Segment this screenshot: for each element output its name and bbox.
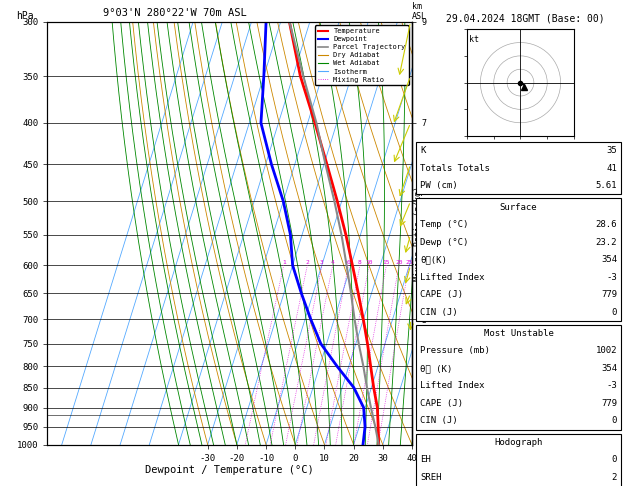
Text: 6: 6	[347, 260, 350, 265]
Text: 1: 1	[282, 260, 286, 265]
Text: Pressure (mb): Pressure (mb)	[420, 347, 490, 355]
Text: CAPE (J): CAPE (J)	[420, 399, 463, 408]
Text: km
ASL: km ASL	[412, 2, 427, 21]
Text: 41: 41	[606, 164, 617, 173]
X-axis label: Dewpoint / Temperature (°C): Dewpoint / Temperature (°C)	[145, 466, 314, 475]
Text: 2: 2	[306, 260, 309, 265]
Text: K: K	[420, 146, 426, 155]
Text: Dewp (°C): Dewp (°C)	[420, 238, 469, 246]
Text: Totals Totals: Totals Totals	[420, 164, 490, 173]
Text: kt: kt	[469, 35, 479, 44]
Text: Mixing Ratio (g/kg): Mixing Ratio (g/kg)	[414, 186, 423, 281]
Text: -3: -3	[606, 273, 617, 281]
Text: 354: 354	[601, 255, 617, 264]
Text: 23.2: 23.2	[596, 238, 617, 246]
Text: -3: -3	[606, 382, 617, 390]
Legend: Temperature, Dewpoint, Parcel Trajectory, Dry Adiabat, Wet Adiabat, Isotherm, Mi: Temperature, Dewpoint, Parcel Trajectory…	[314, 25, 408, 86]
Text: 28.6: 28.6	[596, 220, 617, 229]
Text: 354: 354	[601, 364, 617, 373]
Text: 779: 779	[601, 399, 617, 408]
Text: Lifted Index: Lifted Index	[420, 382, 485, 390]
Text: 1002: 1002	[596, 347, 617, 355]
Text: 4: 4	[331, 260, 335, 265]
Text: 0: 0	[611, 455, 617, 464]
Text: 25: 25	[405, 260, 413, 265]
Text: EH: EH	[420, 455, 431, 464]
Text: hPa: hPa	[16, 11, 34, 21]
Text: 0: 0	[611, 417, 617, 425]
Text: 2: 2	[611, 473, 617, 482]
Text: 9°03'N 280°22'W 70m ASL: 9°03'N 280°22'W 70m ASL	[103, 8, 247, 18]
Text: Most Unstable: Most Unstable	[484, 329, 554, 338]
Text: Temp (°C): Temp (°C)	[420, 220, 469, 229]
Text: PW (cm): PW (cm)	[420, 181, 458, 190]
Text: 35: 35	[606, 146, 617, 155]
Text: 20: 20	[395, 260, 403, 265]
Text: 15: 15	[382, 260, 390, 265]
Text: 8: 8	[358, 260, 362, 265]
Text: SREH: SREH	[420, 473, 442, 482]
Text: Hodograph: Hodograph	[494, 438, 543, 447]
Text: CIN (J): CIN (J)	[420, 417, 458, 425]
Text: 0: 0	[611, 308, 617, 316]
Text: Surface: Surface	[500, 203, 537, 211]
Text: 3: 3	[320, 260, 324, 265]
Text: 779: 779	[601, 290, 617, 299]
Text: 10: 10	[365, 260, 373, 265]
Text: θᴄ(K): θᴄ(K)	[420, 255, 447, 264]
Text: 5.61: 5.61	[596, 181, 617, 190]
Text: CIN (J): CIN (J)	[420, 308, 458, 316]
Text: 29.04.2024 18GMT (Base: 00): 29.04.2024 18GMT (Base: 00)	[446, 14, 604, 24]
Text: Lifted Index: Lifted Index	[420, 273, 485, 281]
Text: CAPE (J): CAPE (J)	[420, 290, 463, 299]
Text: θᴄ (K): θᴄ (K)	[420, 364, 452, 373]
